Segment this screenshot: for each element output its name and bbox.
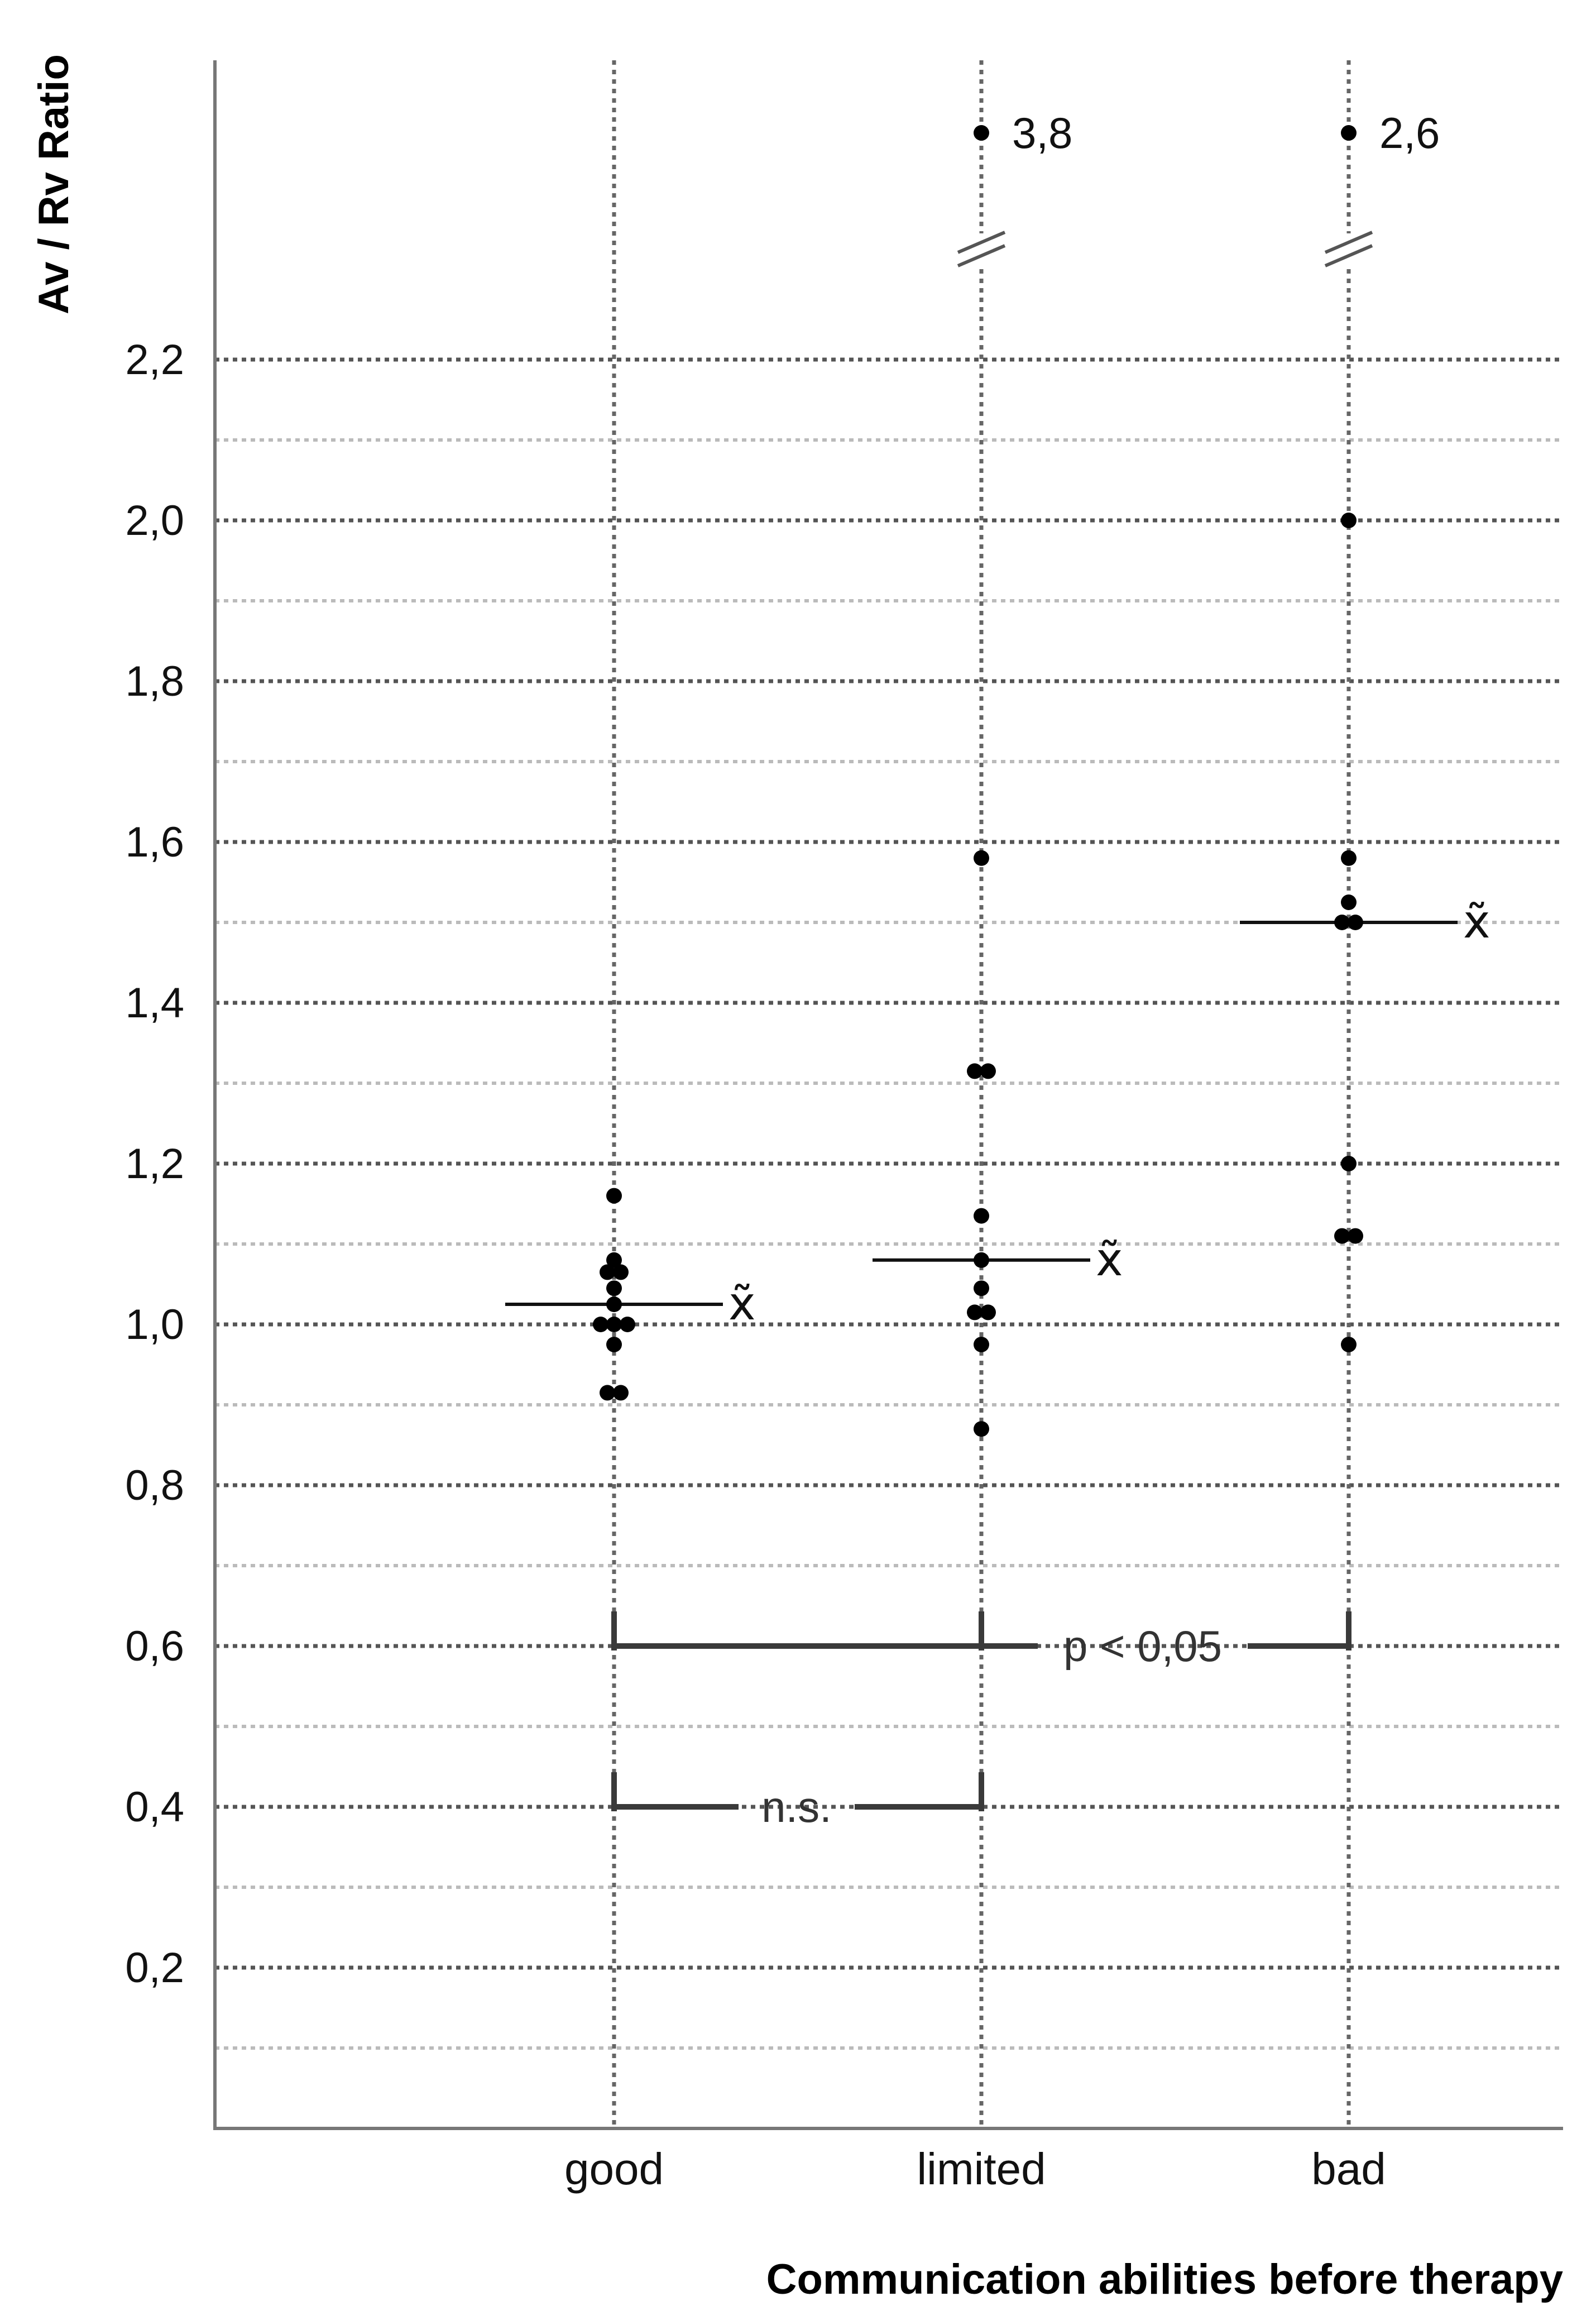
x-axis-title: Communication abilities before therapy: [766, 2256, 1563, 2303]
y-tick-label: 1,4: [125, 979, 184, 1027]
significance-brackets: p < 0,05 n.s.: [611, 1611, 1351, 1831]
y-tick-label: 1,2: [125, 1140, 184, 1188]
axis-break-mark: [957, 231, 1006, 254]
data-point: [980, 1063, 996, 1079]
data-point: [620, 1317, 635, 1332]
x-category-label: bad: [1311, 2144, 1386, 2194]
data-point: [974, 1252, 989, 1268]
data-point: [606, 1296, 622, 1312]
outlier-point: [974, 125, 989, 141]
y-tick-label: 0,8: [125, 1462, 184, 1509]
data-point: [1341, 850, 1357, 866]
data-point: [974, 1280, 989, 1296]
data-point: [1334, 1228, 1350, 1244]
axes: [213, 60, 1563, 2130]
axis-break-mark: [1324, 244, 1373, 267]
significance-label: n.s.: [761, 1782, 832, 1831]
x-category-labels: good limited bad: [564, 2144, 1386, 2194]
data-point: [1341, 894, 1357, 910]
median-symbol: x̃: [728, 1278, 756, 1331]
data-point: [974, 1337, 989, 1352]
data-point: [1341, 1337, 1357, 1352]
data-point: [1341, 1156, 1357, 1171]
outlier-label: 3,8: [1012, 108, 1072, 157]
y-tick-label: 0,6: [125, 1623, 184, 1670]
y-tick-label: 1,0: [125, 1301, 184, 1348]
y-tick-labels: 0,2 0,4 0,6 0,8 1,0 1,2 1,4 1,6 1,8 2,0 2,2: [125, 336, 184, 1992]
data-point: [1341, 513, 1357, 528]
median-lines: x̃ x̃ x̃: [505, 896, 1490, 1331]
x-category-label: limited: [917, 2144, 1046, 2194]
data-point: [613, 1385, 629, 1401]
data-point: [974, 1421, 989, 1437]
data-point: [967, 1063, 982, 1079]
data-point: [600, 1385, 615, 1401]
significance-bracket: n.s.: [611, 1772, 984, 1831]
y-tick-label: 2,2: [125, 336, 184, 384]
data-point: [613, 1264, 629, 1280]
data-point: [600, 1264, 615, 1280]
significance-label: p < 0,05: [1063, 1621, 1222, 1671]
y-tick-label: 0,4: [125, 1783, 184, 1831]
y-tick-label: 1,6: [125, 819, 184, 866]
data-point: [967, 1304, 982, 1321]
data-point: [1334, 915, 1350, 930]
data-point: [606, 1317, 622, 1332]
data-point: [606, 1337, 622, 1352]
data-point: [974, 1208, 989, 1224]
outlier-point: [1341, 125, 1357, 141]
outlier-label: 2,6: [1379, 108, 1440, 157]
y-tick-label: 0,2: [125, 1944, 184, 1992]
axis-break-mark: [957, 244, 1006, 267]
data-points: [593, 513, 1363, 1437]
data-point: [1348, 1228, 1363, 1244]
grid-lines: [215, 60, 1563, 2128]
data-point: [980, 1304, 996, 1321]
data-point: [606, 1252, 622, 1268]
data-point: [974, 850, 989, 866]
data-point: [593, 1317, 608, 1332]
x-category-label: good: [564, 2144, 664, 2194]
median-symbol: x̃: [1463, 896, 1490, 949]
y-axis-title: Av / Rv Ratio: [30, 54, 78, 314]
data-point: [1348, 915, 1363, 930]
axis-break-mark: [1324, 231, 1373, 254]
y-tick-label: 2,0: [125, 497, 184, 544]
outlier-points: 3,8 2,6: [974, 108, 1440, 157]
median-symbol: x̃: [1096, 1233, 1123, 1286]
y-tick-label: 1,8: [125, 658, 184, 705]
data-point: [606, 1280, 622, 1296]
data-point: [606, 1188, 622, 1204]
significance-bracket: p < 0,05: [611, 1611, 1351, 1671]
